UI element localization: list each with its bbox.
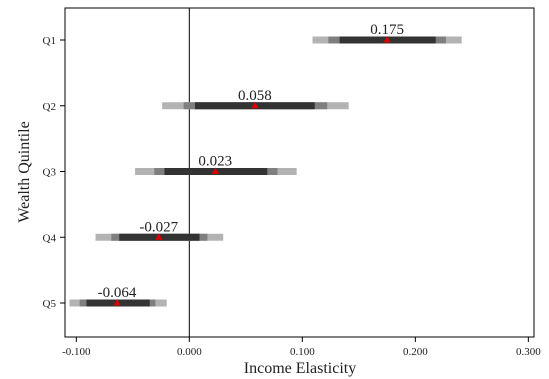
point-estimate-marker — [113, 299, 121, 306]
x-tick-label: -0.100 — [62, 346, 91, 358]
y-tick-label: Q1 — [43, 35, 56, 47]
x-axis-title: Income Elasticity — [244, 360, 356, 377]
estimate-value-label: 0.058 — [238, 88, 272, 104]
estimate-value-label: -0.027 — [139, 219, 178, 235]
estimate-value-label: -0.064 — [98, 285, 137, 301]
estimates-series: 0.175 0.058 0.023 -0.027 -0.064 — [69, 22, 462, 307]
point-estimate-marker — [155, 233, 163, 240]
x-axis: -0.100 0.000 0.100 0.200 0.300 — [62, 337, 541, 358]
estimate-row-q4: -0.027 — [95, 219, 224, 241]
y-tick-label: Q2 — [43, 101, 56, 113]
estimate-value-label: 0.023 — [198, 154, 232, 170]
y-axis-title: Wealth Quintile — [16, 121, 33, 222]
point-estimate-marker — [383, 36, 391, 43]
estimate-row-q5: -0.064 — [69, 285, 167, 307]
estimate-row-q3: 0.023 — [135, 154, 297, 175]
estimate-row-q1: 0.175 — [312, 22, 462, 44]
y-tick-label: Q4 — [43, 232, 57, 244]
y-tick-label: Q5 — [43, 298, 57, 310]
x-tick-label: 0.200 — [403, 346, 428, 358]
estimate-value-label: 0.175 — [370, 22, 404, 38]
x-tick-label: 0.300 — [516, 346, 541, 358]
x-tick-label: 0.000 — [177, 346, 202, 358]
x-tick-label: 0.100 — [290, 346, 315, 358]
y-tick-label: Q3 — [43, 167, 57, 179]
y-axis: Q1 Q2 Q3 Q4 Q5 — [43, 35, 65, 310]
point-estimate-marker — [251, 101, 259, 109]
estimate-row-q2: 0.058 — [162, 88, 349, 110]
plot-frame — [64, 7, 535, 338]
point-estimate-marker — [211, 167, 219, 174]
